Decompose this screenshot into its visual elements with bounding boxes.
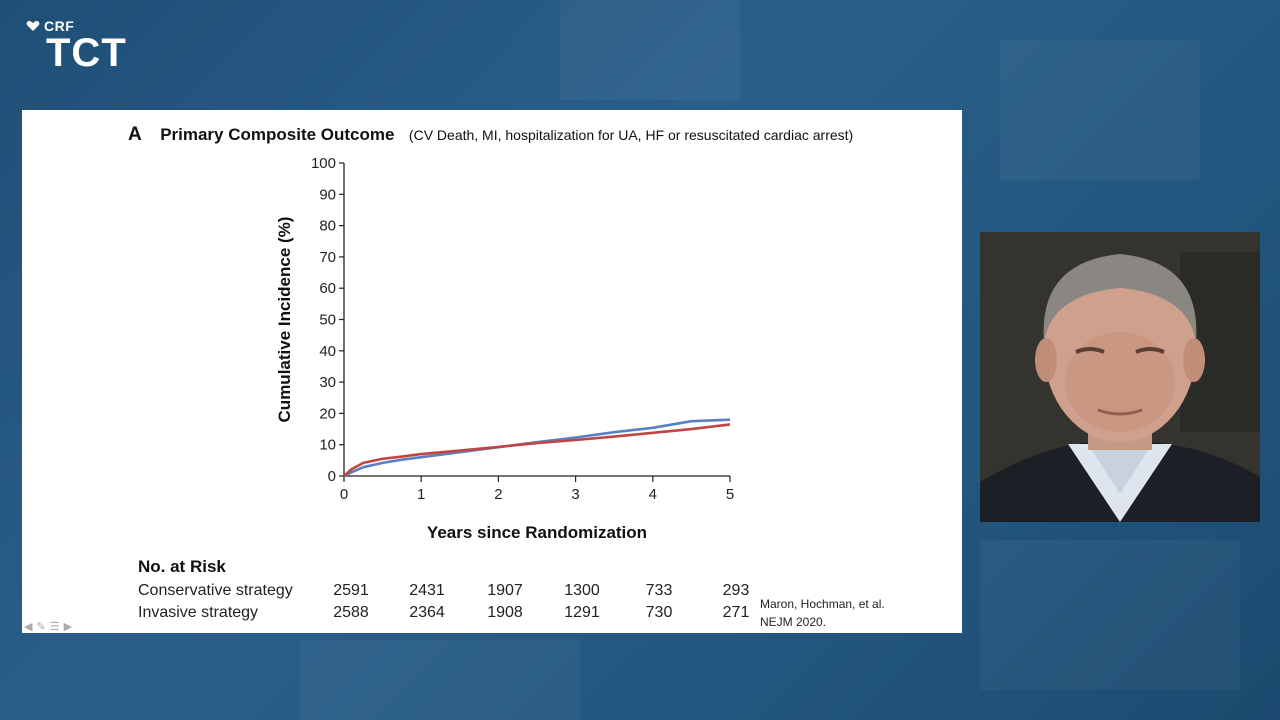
chart-subtitle: (CV Death, MI, hospitalization for UA, H… [408, 127, 854, 143]
y-tick-label: 50 [319, 312, 336, 329]
chart-title: Primary Composite Outcome [160, 125, 395, 144]
slide-title: A Primary Composite Outcome (CV Death, M… [128, 124, 853, 146]
y-tick-label: 30 [319, 374, 336, 391]
y-tick-label: 20 [319, 405, 336, 422]
x-tick-label: 5 [726, 486, 734, 503]
risk-row-conservative: Conservative strategy 2591 2431 1907 130… [138, 582, 858, 604]
background-panel [980, 540, 1240, 690]
risk-value: 1907 [487, 582, 523, 599]
x-axis-label: Years since Randomization [427, 523, 647, 542]
risk-value: 271 [722, 604, 750, 621]
risk-value: 2588 [333, 604, 369, 621]
y-tick-label: 40 [319, 343, 336, 360]
x-tick-label: 4 [649, 486, 657, 503]
risk-value: 2431 [409, 582, 445, 599]
y-tick-label: 0 [328, 468, 336, 485]
background-panel [560, 0, 740, 100]
x-tick-label: 3 [571, 486, 579, 503]
risk-row-label: Conservative strategy [138, 582, 293, 599]
citation-authors: Maron, Hochman, et al. [760, 597, 885, 611]
y-tick-label: 10 [319, 437, 336, 454]
x-tick-label: 2 [494, 486, 502, 503]
risk-table-title: No. at Risk [138, 557, 226, 576]
prev-slide-icon[interactable]: ◀ [24, 621, 33, 633]
heart-icon [26, 21, 40, 31]
risk-value: 1300 [564, 582, 600, 599]
background-panel [1000, 40, 1200, 180]
menu-icon[interactable]: ☰ [49, 621, 60, 633]
slide-controls: ◀ ✎ ☰ ▶ [24, 620, 72, 633]
series-line-1 [343, 418, 731, 478]
citation: Maron, Hochman, et al. NEJM 2020. [760, 595, 885, 631]
risk-value: 1908 [487, 604, 523, 621]
risk-value: 730 [645, 604, 673, 621]
risk-value: 2364 [409, 604, 445, 621]
y-tick-label: 100 [311, 155, 336, 172]
pen-icon[interactable]: ✎ [36, 621, 46, 633]
risk-value: 1291 [564, 604, 600, 621]
km-chart: 0 10 20 30 40 50 60 70 80 90 100 0 1 2 3 4 5 Years since … [275, 155, 734, 542]
y-tick-label: 60 [319, 280, 336, 297]
next-slide-icon[interactable]: ▶ [63, 621, 73, 633]
speaker-video [980, 232, 1260, 522]
x-tick-label: 1 [417, 486, 425, 503]
series-line-2 [343, 423, 731, 477]
x-tick-label: 0 [340, 486, 348, 503]
risk-value: 293 [722, 582, 750, 599]
logo-name: TCT [46, 31, 127, 75]
y-tick-label: 80 [319, 218, 336, 235]
risk-value: 2591 [333, 582, 369, 599]
risk-row-invasive: Invasive strategy 2588 2364 1908 1291 73… [138, 604, 858, 626]
panel-letter: A [128, 124, 142, 145]
risk-row-label: Invasive strategy [138, 604, 259, 621]
y-tick-label: 90 [319, 186, 336, 203]
y-tick-label: 70 [319, 249, 336, 266]
logo-brand: CRF [44, 18, 75, 34]
risk-value: 733 [645, 582, 673, 599]
citation-journal: NEJM 2020. [760, 615, 827, 629]
speaker-portrait [980, 232, 1260, 522]
background-panel [300, 640, 580, 720]
y-axis-label: Cumulative Incidence (%) [275, 217, 294, 423]
tct-logo: CRF TCT [26, 18, 127, 75]
presentation-slide: A Primary Composite Outcome (CV Death, M… [22, 110, 962, 633]
